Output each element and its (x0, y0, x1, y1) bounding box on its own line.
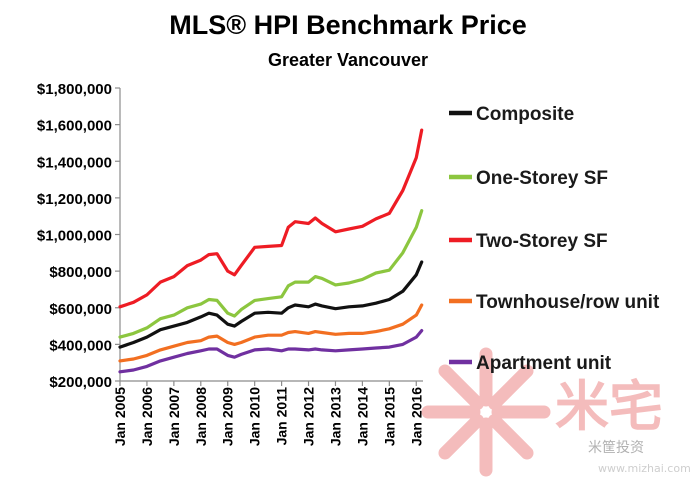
legend: Composite One-Storey SF Two-Storey SF Townh… (449, 104, 660, 374)
legend-label-townhouse-row-unit: Townhouse/row unit (476, 292, 660, 313)
legend-label-composite: Composite (476, 104, 574, 125)
x-tick-label: Jan 2009 (220, 387, 236, 446)
x-tick-label: Jan 2008 (193, 387, 209, 446)
y-tick-label: $800,000 (49, 264, 112, 281)
x-tick-label: Jan 2005 (112, 387, 128, 446)
x-tick-label: Jan 2010 (247, 387, 263, 446)
x-tick-label: Jan 2006 (139, 387, 155, 446)
watermark-burst-ray (438, 413, 485, 460)
y-tick-label: $1,400,000 (37, 154, 112, 171)
x-tick-label: Jan 2011 (274, 387, 290, 446)
y-tick-label: $400,000 (49, 337, 112, 354)
watermark-burst-ray (487, 413, 534, 460)
x-axis: Jan 2005 Jan 2006 Jan 2007 Jan 2008 Jan 2009… (112, 380, 424, 446)
y-axis: $200,000 $400,000 $600,000 $800,000 $1,000,0… (37, 81, 121, 391)
x-tick-label: Jan 2016 (408, 387, 424, 446)
watermark-burst-ray (487, 364, 534, 411)
chart-title: MLS® HPI Benchmark Price (169, 10, 527, 40)
series-line-townhouse-row-unit (118, 303, 424, 363)
chart-subtitle: Greater Vancouver (268, 50, 428, 70)
watermark-burst-ray (438, 364, 485, 411)
watermark-account: 米筐投资 (588, 439, 644, 456)
legend-label-apartment-unit: Apartment unit (476, 353, 612, 374)
series-lines (118, 128, 424, 374)
x-tick-label: Jan 2013 (327, 387, 343, 446)
y-tick-label: $1,200,000 (37, 191, 112, 208)
x-tick-label: Jan 2015 (381, 387, 397, 446)
legend-label-one-storey-sf: One-Storey SF (476, 168, 608, 189)
x-tick-label: Jan 2014 (354, 387, 370, 446)
watermark-url: www.mizhai.com (598, 462, 691, 475)
legend-label-two-storey-sf: Two-Storey SF (476, 231, 608, 252)
y-tick-label: $600,000 (49, 301, 112, 318)
series-line-two-storey-sf (118, 128, 424, 309)
series-line-composite (118, 260, 424, 349)
y-tick-label: $200,000 (49, 374, 112, 391)
y-tick-label: $1,000,000 (37, 228, 112, 245)
x-tick-label: Jan 2007 (166, 387, 182, 446)
series-line-apartment-unit (118, 329, 424, 374)
x-tick-label: Jan 2012 (301, 387, 317, 446)
series-line-one-storey-sf (118, 209, 424, 339)
watermark-brand: 米宅 (555, 375, 663, 438)
y-tick-label: $1,600,000 (37, 118, 112, 135)
y-tick-label: $1,800,000 (37, 81, 112, 98)
